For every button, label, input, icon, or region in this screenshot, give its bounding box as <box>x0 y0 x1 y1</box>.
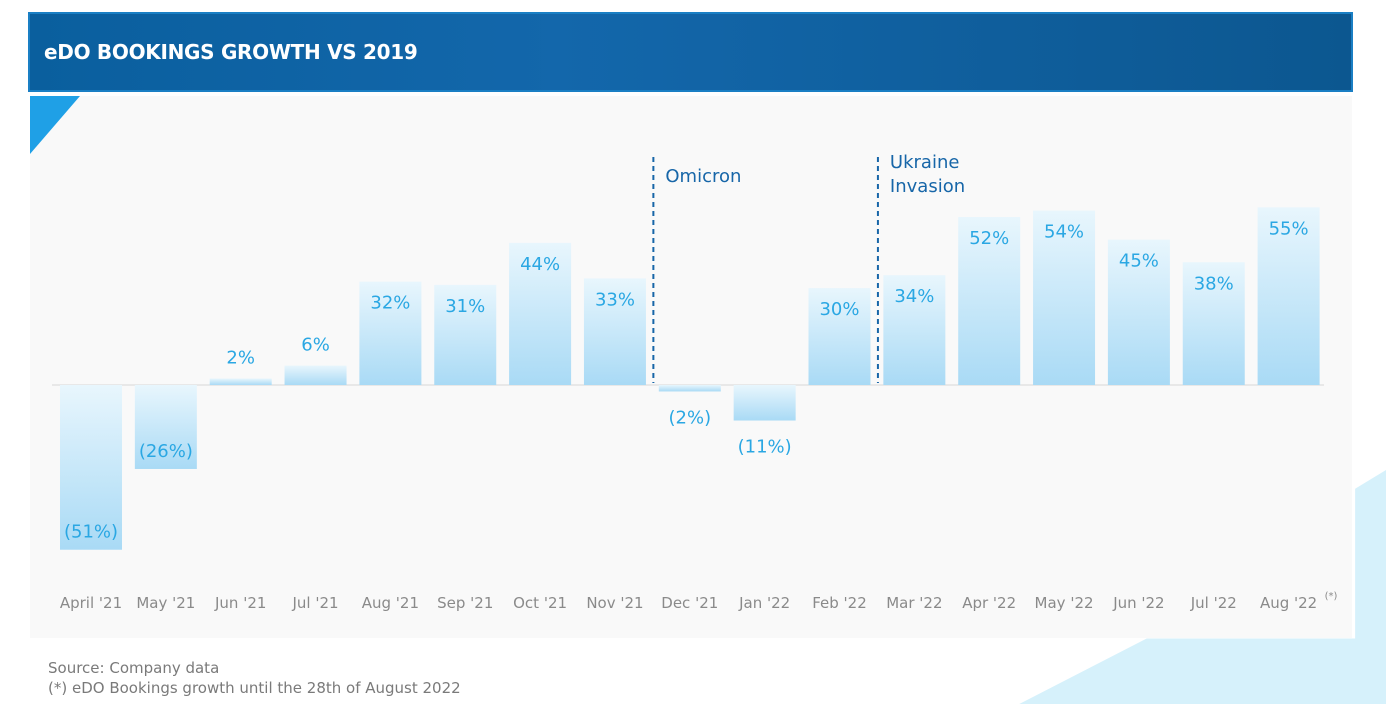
bar-15 <box>1182 262 1245 385</box>
bar-7 <box>583 278 646 385</box>
category-label-4: Aug '21 <box>362 594 419 612</box>
category-label-13: May '22 <box>1035 594 1094 612</box>
chart-title: eDO BOOKINGS GROWTH VS 2019 <box>44 40 418 64</box>
event-label-1-1: Invasion <box>890 176 965 197</box>
value-label-11: 34% <box>894 286 934 307</box>
bar-11 <box>883 275 946 385</box>
value-label-5: 31% <box>445 296 485 317</box>
value-label-9: (11%) <box>738 437 792 458</box>
event-annotations: Omicron Ukraine Invasion <box>652 152 965 383</box>
value-label-3: 6% <box>301 335 330 356</box>
bar-0 <box>60 385 122 550</box>
bar-9 <box>733 385 796 421</box>
category-label-15: Jul '22 <box>1190 594 1237 612</box>
category-footnote-marker: (*) <box>1325 591 1338 602</box>
bar-8 <box>658 385 721 392</box>
category-label-6: Oct '21 <box>513 594 567 612</box>
category-label-2: Jun '21 <box>214 594 266 612</box>
chart-header: eDO BOOKINGS GROWTH VS 2019 <box>28 12 1353 92</box>
bar-13 <box>1033 210 1096 385</box>
value-label-8: (2%) <box>668 407 711 428</box>
value-label-7: 33% <box>595 289 635 310</box>
value-label-14: 45% <box>1119 251 1159 272</box>
category-label-0: April '21 <box>60 594 122 612</box>
value-label-0: (51%) <box>64 522 118 543</box>
category-label-3: Jul '21 <box>292 594 339 612</box>
event-label-1-0: Ukraine <box>890 152 960 173</box>
value-label-4: 32% <box>370 293 410 314</box>
footnotes: Source: Company data (*) eDO Bookings gr… <box>48 658 461 698</box>
source-note: Source: Company data <box>48 659 220 677</box>
category-label-11: Mar '22 <box>886 594 942 612</box>
bar-16 <box>1257 207 1320 385</box>
category-label-12: Apr '22 <box>962 594 1016 612</box>
value-label-16: 55% <box>1269 218 1309 239</box>
bar-6 <box>509 242 572 385</box>
bar-4 <box>359 281 422 385</box>
bar-10 <box>808 288 871 385</box>
value-label-1: (26%) <box>139 441 193 462</box>
value-label-13: 54% <box>1044 222 1084 243</box>
event-label-0-0: Omicron <box>665 166 741 187</box>
category-label-10: Feb '22 <box>812 594 867 612</box>
footnote-asterisk: (*) eDO Bookings growth until the 28th o… <box>48 679 461 697</box>
category-label-5: Sep '21 <box>437 594 493 612</box>
bar-14 <box>1107 239 1170 385</box>
value-label-15: 38% <box>1194 273 1234 294</box>
category-label-1: May '21 <box>136 594 195 612</box>
value-label-10: 30% <box>819 299 859 320</box>
category-label-14: Jun '22 <box>1112 594 1164 612</box>
value-label-6: 44% <box>520 254 560 275</box>
bar-12 <box>958 217 1021 385</box>
category-label-8: Dec '21 <box>661 594 718 612</box>
bar-1 <box>134 385 197 469</box>
category-label-9: Jan '22 <box>738 594 790 612</box>
value-label-12: 52% <box>969 228 1009 249</box>
bar-2 <box>209 378 272 385</box>
value-label-2: 2% <box>226 348 255 369</box>
category-label-7: Nov '21 <box>586 594 643 612</box>
bars-group: (51%) April '21 (26%) May '21 2% Jun '21 6% Jul… <box>60 207 1338 612</box>
bar-3 <box>284 365 347 385</box>
bar-5 <box>434 284 497 385</box>
category-label-16: Aug '22 <box>1260 594 1317 612</box>
